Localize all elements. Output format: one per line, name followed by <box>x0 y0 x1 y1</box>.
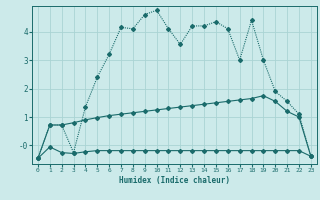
X-axis label: Humidex (Indice chaleur): Humidex (Indice chaleur) <box>119 176 230 185</box>
